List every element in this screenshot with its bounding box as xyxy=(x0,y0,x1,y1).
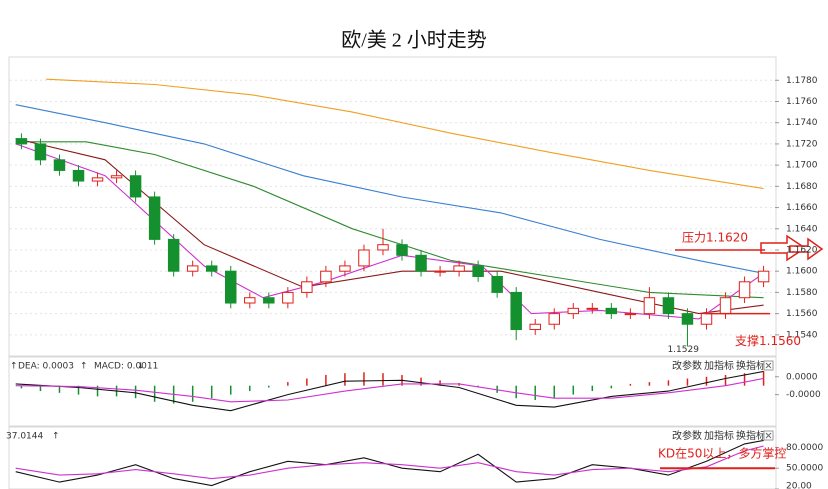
indicator-line xyxy=(46,78,764,190)
candle-body xyxy=(453,265,465,272)
candle-body xyxy=(643,297,656,315)
indicator-line xyxy=(15,104,764,274)
control-button[interactable]: 换指标 xyxy=(736,429,766,442)
arrow-label: ↑ xyxy=(52,432,60,442)
indicator-value: DEA: 0.0003 xyxy=(18,362,74,372)
candle-body xyxy=(72,169,85,182)
arrow-label: ↑ xyxy=(10,362,18,372)
macd-frame xyxy=(8,356,777,427)
arrow xyxy=(760,234,807,262)
y-tick-label: 1.1580 xyxy=(786,288,818,298)
y-tick-label: 1.1680 xyxy=(786,182,818,192)
candle-body xyxy=(757,270,770,283)
y-tick-label: 1.1540 xyxy=(786,330,818,340)
control-button[interactable]: 改参数 xyxy=(672,429,702,442)
control-button[interactable]: 换指标 xyxy=(736,359,766,372)
candle-body xyxy=(320,270,332,283)
candle-body xyxy=(662,297,675,315)
candle-body xyxy=(167,238,180,272)
indicator-line xyxy=(15,370,764,412)
candle-body xyxy=(415,254,427,272)
indicator-line xyxy=(15,141,764,299)
control-button[interactable]: 加指标 xyxy=(704,359,734,372)
candle-body xyxy=(567,307,580,315)
close-icon xyxy=(765,432,772,439)
candle-body xyxy=(624,313,637,316)
candle-body xyxy=(700,313,713,325)
indicator-value: 37.0144 xyxy=(6,432,43,442)
y-tick-label: 1.1700 xyxy=(786,161,818,171)
candle-body xyxy=(339,265,351,272)
control-button[interactable]: 改参数 xyxy=(672,359,702,372)
control-button[interactable]: 加指标 xyxy=(704,429,734,442)
candle-body xyxy=(263,297,275,304)
chart-title: 欧/美 2 小时走势 xyxy=(341,29,487,52)
indicator-line xyxy=(15,445,764,480)
annotation: 支撑1.1560 xyxy=(735,333,801,348)
candle-body xyxy=(225,270,237,304)
y-tick-label: 20.00 xyxy=(786,482,812,489)
y-tick-label: 50.0000 xyxy=(786,464,823,474)
close-icon xyxy=(765,362,772,369)
candle-body xyxy=(244,297,256,304)
indicator-line xyxy=(15,439,764,487)
annotation: KD在50以上，多方掌控 xyxy=(658,446,786,461)
indicator-value: MACD: 0.0011 xyxy=(94,362,158,372)
candle-body xyxy=(301,281,313,293)
arrow-label: ↑ xyxy=(80,362,88,372)
candle-body xyxy=(358,249,370,267)
candle-body xyxy=(434,270,446,273)
candle-body xyxy=(396,244,408,256)
arrow xyxy=(789,237,824,261)
candle-body xyxy=(719,297,732,315)
indicator-line xyxy=(15,377,764,403)
main-frame xyxy=(8,56,777,357)
candle-body xyxy=(491,276,503,293)
y-tick-label: 1.1560 xyxy=(786,309,818,319)
candle-body xyxy=(110,175,123,179)
candle-body xyxy=(282,291,294,304)
candle-body xyxy=(529,323,541,331)
candle-body xyxy=(681,313,694,325)
y-tick-label: 1.1760 xyxy=(786,97,818,107)
candle-body xyxy=(510,291,522,331)
candle-body xyxy=(186,265,199,272)
kd-frame xyxy=(8,426,777,489)
y-tick-label: 1.1720 xyxy=(786,139,818,149)
y-tick-label: 1.1660 xyxy=(786,203,818,213)
candle-body xyxy=(91,177,104,182)
candle-body xyxy=(605,307,618,315)
candle-body xyxy=(548,313,560,325)
candle-body xyxy=(586,307,599,310)
y-tick-label: 1.1640 xyxy=(786,224,818,234)
candle-body xyxy=(53,159,66,171)
y-tick-label: 1.1740 xyxy=(786,118,818,128)
y-tick-label: -0.0000 xyxy=(786,390,821,400)
candle-body xyxy=(377,244,389,251)
candle-body xyxy=(15,138,28,145)
y-tick-label: 80.0000 xyxy=(786,443,823,453)
candle-body xyxy=(472,265,484,278)
y-tick-label: 0.0000 xyxy=(786,372,818,382)
y-tick-label: 1.1600 xyxy=(786,267,818,277)
candle-body xyxy=(738,281,751,299)
arrow-label: ↓ xyxy=(137,362,145,372)
candle-body xyxy=(205,265,218,272)
candle-body xyxy=(148,196,161,240)
candle-body xyxy=(129,175,142,198)
low-label: 1.1529 xyxy=(667,345,699,355)
annotation: 压力1.1620 xyxy=(682,230,748,244)
y-tick-label: 1.1780 xyxy=(786,76,818,86)
y-tick-label: 1.1620 xyxy=(786,245,818,255)
candle-body xyxy=(34,143,47,161)
